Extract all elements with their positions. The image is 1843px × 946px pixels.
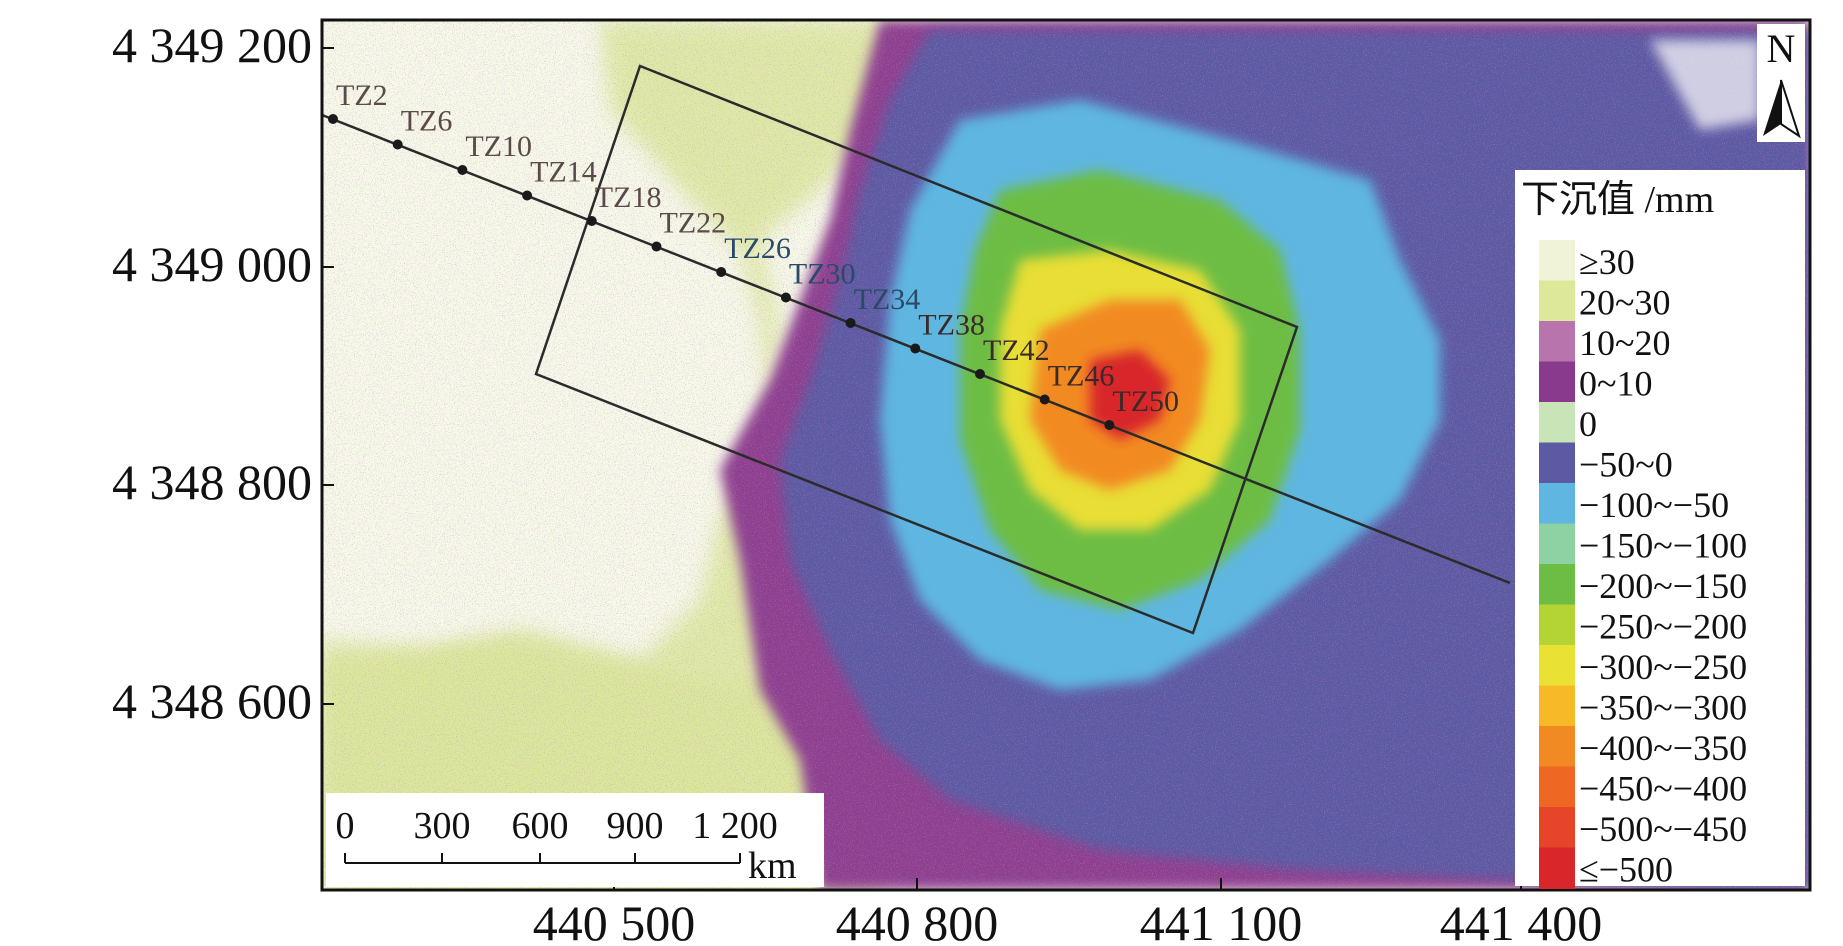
profile-point-label: TZ30 <box>789 258 856 291</box>
profile-point-marker <box>651 241 662 252</box>
profile-point-label: TZ18 <box>595 181 662 214</box>
legend-swatch <box>1539 604 1575 646</box>
profile-point-marker <box>522 190 533 201</box>
x-tick-label: 441 400 <box>1440 895 1603 946</box>
scale-label: 0 <box>336 805 355 847</box>
north-arrow: N <box>1757 24 1805 142</box>
y-axis: 4 349 200 4 349 000 4 348 800 4 348 600 <box>112 17 334 729</box>
profile-point-label: TZ42 <box>983 334 1050 367</box>
x-axis: 440 500 440 800 441 100 441 400 <box>533 878 1603 946</box>
legend-label: −200~−150 <box>1579 566 1747 606</box>
y-tick-label: 4 348 800 <box>112 454 312 510</box>
y-tick-label: 4 349 200 <box>112 17 312 73</box>
profile-point-label: TZ6 <box>401 105 453 138</box>
legend-label: ≥30 <box>1579 242 1635 282</box>
legend-swatch <box>1539 321 1575 363</box>
legend-swatch <box>1539 766 1575 808</box>
legend-label: −500~−450 <box>1579 809 1747 849</box>
scale-label: 600 <box>512 805 569 847</box>
profile-point-label: TZ2 <box>336 79 388 112</box>
legend-labels: ≥3020~3010~200~100−50~0−100~−50−150~−100… <box>1579 242 1747 890</box>
legend-label: −350~−300 <box>1579 688 1747 728</box>
legend-colorbar <box>1539 240 1575 889</box>
legend-swatch <box>1539 726 1575 768</box>
scale-label: 300 <box>414 805 471 847</box>
profile-points: TZ2TZ6TZ10TZ14TZ18TZ22TZ26TZ30TZ34TZ38TZ… <box>328 79 1179 430</box>
legend-label: ≤−500 <box>1579 850 1673 890</box>
profile-point-label: TZ26 <box>724 232 791 265</box>
legend-swatch <box>1539 645 1575 687</box>
profile-point-marker <box>586 216 597 226</box>
scale-label: 1 200 <box>692 805 778 847</box>
legend-label: −100~−50 <box>1579 485 1729 525</box>
profile-point-label: TZ22 <box>660 207 727 240</box>
legend-label: 20~30 <box>1579 283 1670 323</box>
legend: 下沉值 /mm ≥3020~3010~200~100−50~0−100~−50−… <box>1515 170 1805 890</box>
x-tick-label: 441 100 <box>1140 895 1303 946</box>
profile-point-marker <box>910 343 921 354</box>
legend-label: 10~20 <box>1579 323 1670 363</box>
profile-point-marker <box>975 369 985 379</box>
profile-point-marker <box>780 292 791 303</box>
scale-unit: km <box>748 845 797 887</box>
north-arrow-icon <box>1763 80 1781 136</box>
profile-point-marker <box>328 114 338 124</box>
profile-point-label: TZ10 <box>465 130 532 163</box>
north-letter: N <box>1767 26 1796 71</box>
profile-point-marker <box>1104 420 1115 430</box>
red-core-zone <box>1090 350 1170 440</box>
x-tick-label: 440 800 <box>836 895 999 946</box>
profile-point-marker <box>457 165 468 175</box>
legend-swatch <box>1539 442 1575 484</box>
x-tick-label: 440 500 <box>533 895 696 946</box>
legend-swatch <box>1539 240 1575 282</box>
y-tick-label: 4 349 000 <box>112 236 312 292</box>
scale-label: 900 <box>607 805 664 847</box>
y-tick-label: 4 348 600 <box>112 673 312 729</box>
legend-swatch <box>1539 483 1575 525</box>
profile-point-label: TZ46 <box>1048 360 1115 393</box>
legend-swatch <box>1539 847 1575 889</box>
legend-label: −300~−250 <box>1579 647 1747 687</box>
profile-point-marker <box>845 318 856 328</box>
profile-point-label: TZ50 <box>1112 385 1179 418</box>
profile-point-marker <box>716 267 727 277</box>
legend-label: −250~−200 <box>1579 607 1747 647</box>
legend-swatch <box>1539 280 1575 322</box>
legend-title: 下沉值 /mm <box>1521 179 1714 221</box>
legend-label: −50~0 <box>1579 445 1673 485</box>
legend-swatch <box>1539 402 1575 444</box>
white-patch-topright <box>1650 40 1760 130</box>
profile-point-label: TZ34 <box>854 283 921 316</box>
profile-point-label: TZ14 <box>530 156 597 189</box>
legend-swatch <box>1539 361 1575 403</box>
profile-point-label: TZ38 <box>918 309 985 342</box>
legend-label: −150~−100 <box>1579 526 1747 566</box>
monitoring-area-rectangle <box>534 64 1299 635</box>
legend-label: 0~10 <box>1579 364 1652 404</box>
legend-label: −400~−350 <box>1579 728 1747 768</box>
legend-label: 0 <box>1579 404 1597 444</box>
map-frame <box>320 18 1812 892</box>
legend-swatch <box>1539 523 1575 565</box>
legend-swatch <box>1539 807 1575 849</box>
legend-swatch <box>1539 564 1575 606</box>
profile-point-marker <box>392 139 403 150</box>
scale-bar: 0 300 600 900 1 200 km <box>326 793 824 887</box>
legend-label: −450~−400 <box>1579 769 1747 809</box>
legend-swatch <box>1539 685 1575 727</box>
profile-point-marker <box>1039 394 1050 405</box>
